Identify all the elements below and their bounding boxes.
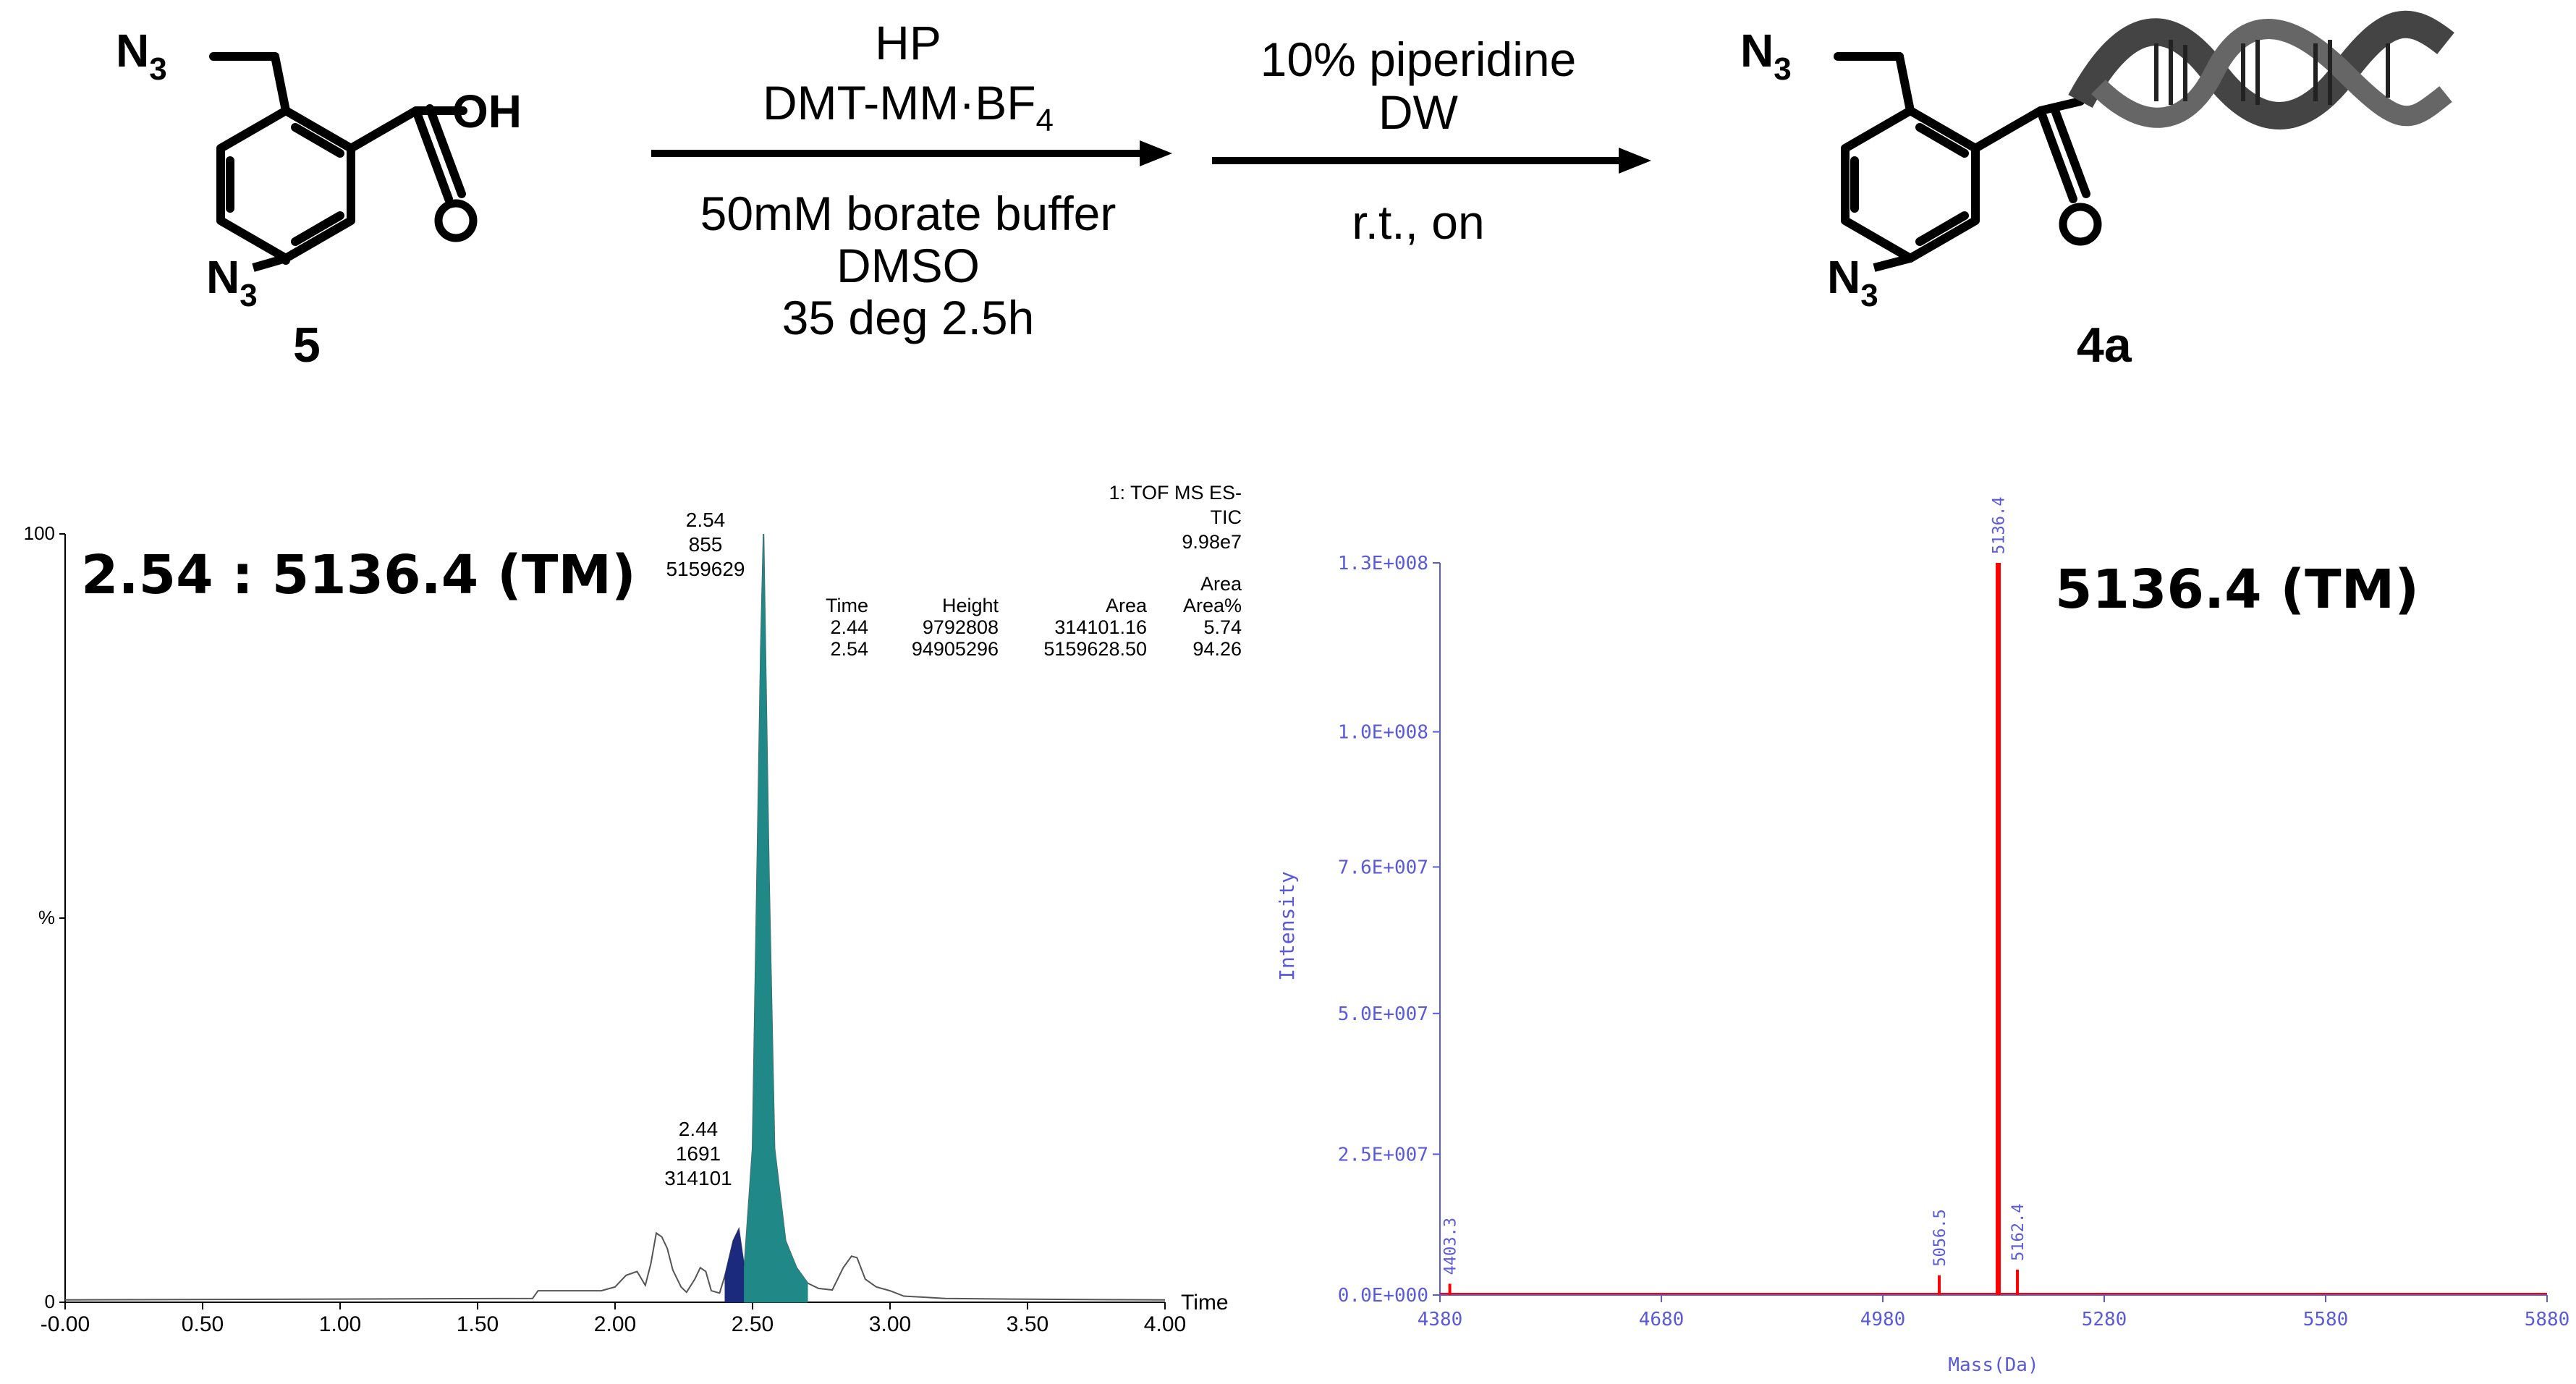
lc-table-column-header: Area xyxy=(1106,595,1148,616)
lc-x-tick-label: -0.00 xyxy=(41,1312,90,1336)
lc-trace-line xyxy=(64,533,1166,1301)
dna-helix-icon xyxy=(2068,10,2454,130)
lc-y-tick-label: 100 xyxy=(24,522,55,544)
lc-y-tick-label: % xyxy=(38,907,55,928)
lc-peak-label: 1691 xyxy=(676,1142,721,1165)
lc-peak-label: 2.44 xyxy=(679,1118,719,1140)
acid-oh-label: OH xyxy=(452,85,522,137)
step1-condition-1: 50mM borate buffer xyxy=(700,187,1117,240)
lc-table-cell: 9792808 xyxy=(923,616,999,638)
ms-y-tick-label: 2.5E+007 xyxy=(1338,1144,1428,1166)
lc-x-label: Time xyxy=(1181,1291,1229,1315)
lc-chromatogram: -0.00 0.50 1.00 1.50 2.00 2.50 3.00 3.50 4.00 0%… xyxy=(24,482,1242,1336)
lc-peak-label: 2.54 xyxy=(686,509,726,531)
lc-table-column-header: Time xyxy=(826,595,868,616)
azide-top-4a: N3 xyxy=(1740,25,1792,87)
lc-table-cell: 2.54 xyxy=(830,638,868,660)
lc-peak-minor xyxy=(724,1228,745,1303)
lc-header-line: 9.98e7 xyxy=(1182,531,1242,553)
lc-x-tick-label: 1.50 xyxy=(457,1312,499,1336)
ms-y-tick-label: 1.0E+008 xyxy=(1338,722,1428,744)
lc-peak-label: 5159629 xyxy=(666,558,745,580)
step2-reagent-1: 10% piperidine xyxy=(1261,33,1577,86)
lc-x-tick-label: 0.50 xyxy=(182,1312,224,1336)
compound-label-5: 5 xyxy=(293,318,321,373)
step1-condition-3: 35 deg 2.5h xyxy=(782,291,1035,344)
step2-condition-1: r.t., on xyxy=(1352,195,1484,249)
step1-condition-2: DMSO xyxy=(836,239,980,292)
lc-table-cell: 2.44 xyxy=(830,616,868,638)
lc-peak-label: 855 xyxy=(689,533,723,556)
arrow-head-1 xyxy=(1140,140,1172,166)
compound-5-structure xyxy=(209,52,467,265)
lc-x-tick-label: 3.50 xyxy=(1007,1312,1048,1336)
azide-bottom-4a: N3 xyxy=(1827,251,1878,313)
lc-table-cell: 314101.16 xyxy=(1054,616,1147,638)
ms-x-tick-label: 4380 xyxy=(1418,1309,1463,1330)
carbonyl-oxygen xyxy=(434,199,478,242)
azide-bond-4a xyxy=(1873,254,1912,272)
compound-label-4a: 4a xyxy=(2077,318,2132,373)
azide-bond xyxy=(252,254,287,272)
azide-bottom-5: N3 xyxy=(206,251,258,313)
lc-header: 1: TOF MS ES-TIC 9.98e7 xyxy=(1109,482,1242,553)
ms-peak-label: 5162.4 xyxy=(2009,1203,2028,1260)
ms-y-tick-label: 5.0E+007 xyxy=(1338,1003,1428,1025)
arrow-head-2 xyxy=(1619,148,1651,174)
ms-y-tick-label: 7.6E+007 xyxy=(1338,857,1428,878)
lc-x-tick-label: 4.00 xyxy=(1144,1312,1186,1336)
ms-peak-label: 5136.4 xyxy=(1991,497,2009,554)
ms-y-tick-label: 0.0E+000 xyxy=(1338,1285,1428,1307)
step2-reagent-2: DW xyxy=(1378,85,1459,139)
lc-x-tick-label: 3.00 xyxy=(869,1312,911,1336)
ms-x-tick-label: 5880 xyxy=(2525,1309,2570,1330)
compound-4a-structure xyxy=(1834,52,2090,263)
lc-header-line: 1: TOF MS ES- xyxy=(1109,482,1242,504)
lc-x-tick-label: 2.50 xyxy=(732,1312,774,1336)
lc-x-tick-label: 1.00 xyxy=(319,1312,361,1336)
ms-title: 5136.4 (TM) xyxy=(2055,559,2419,621)
ms-x-label: Mass(Da) xyxy=(1948,1354,2038,1376)
lc-table-column-header: Height xyxy=(942,595,999,616)
lc-table-cell: 5159628.50 xyxy=(1043,638,1147,660)
ms-x-tick-label: 5580 xyxy=(2303,1309,2349,1330)
azide-top-5: N3 xyxy=(116,25,167,87)
step1-reagent-1: HP xyxy=(875,16,941,69)
ms-peak-label: 4403.3 xyxy=(1442,1218,1460,1275)
lc-y-tick-label: 0 xyxy=(45,1291,55,1312)
lc-table-header-top: Area xyxy=(1200,573,1242,595)
lc-table-cell: 94.26 xyxy=(1192,638,1242,660)
lc-peak-label: 314101 xyxy=(664,1167,732,1189)
reaction-scheme: N3 N3 OH 5 HP DMT-MM·BF4 50mM borate buf… xyxy=(116,10,2454,373)
lc-title: 2.54 : 5136.4 (TM) xyxy=(81,544,636,606)
ms-y-tick-label: 1.3E+008 xyxy=(1338,553,1428,574)
ketone-oxygen xyxy=(2059,203,2102,246)
ms-x-tick-label: 4680 xyxy=(1639,1309,1685,1330)
ms-spectrum: 4380 4680 4980 5280 5580 5880 0.0E+000 2.5E+00… xyxy=(1275,497,2569,1376)
lc-table-cell: 94905296 xyxy=(912,638,999,660)
lc-x-tick-label: 2.00 xyxy=(594,1312,636,1336)
lc-table-cell: 5.74 xyxy=(1203,616,1242,638)
ms-x-tick-label: 5280 xyxy=(2082,1309,2127,1330)
lc-table-column-header: Area% xyxy=(1183,595,1242,616)
ms-peak-label: 5056.5 xyxy=(1931,1209,1949,1266)
lc-peak-major xyxy=(744,533,808,1303)
ms-y-label: Intensity xyxy=(1275,871,1299,981)
ms-x-tick-label: 4980 xyxy=(1860,1309,1906,1330)
lc-header-line: TIC xyxy=(1211,506,1242,528)
step1-reagent-2: DMT-MM·BF4 xyxy=(763,76,1054,138)
